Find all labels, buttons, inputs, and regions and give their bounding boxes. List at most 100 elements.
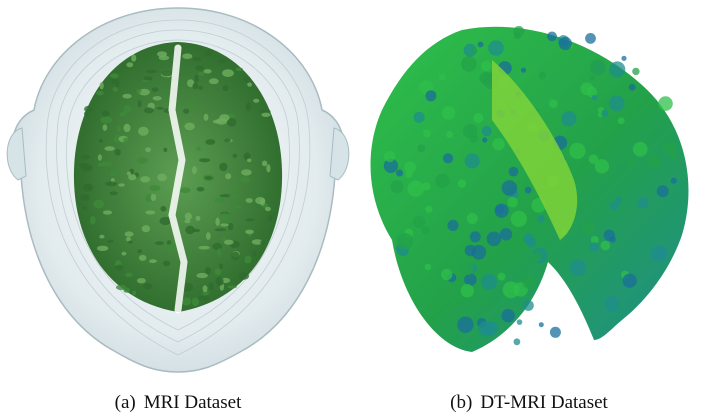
tissue-fold — [202, 285, 208, 293]
tissue-texture — [79, 49, 273, 307]
tissue-fold — [197, 72, 205, 76]
tissue-fold — [245, 198, 253, 203]
tissue-fold — [207, 49, 213, 57]
fiber-blob — [589, 75, 596, 81]
fiber-blob — [423, 129, 431, 138]
tissue-fold — [214, 228, 227, 232]
tissue-fold — [119, 111, 128, 117]
fiber-blob — [481, 60, 492, 72]
tissue-fold — [100, 116, 113, 124]
tissue-fold — [146, 69, 158, 74]
fiber-blob — [581, 221, 595, 235]
tissue-fold — [99, 82, 104, 90]
fiber-blob — [628, 83, 636, 91]
caption-a-label: (a) — [114, 392, 136, 413]
tissue-fold — [229, 193, 239, 199]
tissue-fold — [137, 249, 143, 254]
tissue-fold — [251, 239, 264, 245]
tissue-fold — [259, 109, 271, 114]
tissue-fold — [215, 276, 224, 285]
fiber-blob — [383, 158, 399, 173]
fiber-blob — [609, 61, 626, 78]
tissue-fold — [214, 198, 227, 203]
tissue-fold — [246, 158, 252, 163]
fiber-blob — [591, 94, 598, 101]
tissue-fold — [191, 297, 200, 307]
tissue-fold — [198, 85, 203, 90]
tissue-fold — [124, 231, 134, 237]
tissue-fold — [127, 240, 133, 244]
tissue-fold — [242, 76, 251, 82]
tissue-fold — [222, 85, 229, 92]
fiber-blob — [494, 203, 509, 218]
fiber-blob — [549, 99, 558, 108]
fiber-blob — [481, 126, 492, 137]
fiber-blob — [499, 228, 513, 241]
tissue-fold — [261, 160, 268, 167]
tissue-fold — [245, 218, 255, 222]
fiber-blob — [662, 140, 676, 155]
tissue-fold — [110, 171, 117, 176]
ear-left — [6, 127, 27, 181]
fiber-blob — [626, 157, 635, 166]
fiber-blob — [466, 213, 478, 224]
tissue-fold — [183, 108, 190, 114]
tissue-fold — [243, 152, 251, 161]
fiber-blob — [637, 197, 649, 209]
tissue-fold — [152, 96, 162, 101]
fiber-blob — [594, 159, 610, 174]
tissue-fold — [184, 219, 191, 224]
tissue-fold — [162, 260, 171, 267]
caption-b-label: (b) — [450, 392, 473, 413]
tissue-fold — [235, 67, 243, 72]
tissue-fold — [238, 272, 250, 280]
fiber-blob — [384, 150, 396, 163]
tissue-fold — [141, 225, 151, 233]
ear-right — [329, 127, 350, 181]
fiber-blob — [569, 142, 586, 159]
tissue-fold — [198, 245, 210, 250]
caption-b: (b) DT-MRI Dataset — [352, 392, 706, 414]
fiber-blob — [502, 281, 520, 299]
fiber-blob — [538, 322, 544, 328]
tissue-fold — [137, 100, 142, 108]
tissue-fold — [252, 250, 257, 257]
tissue-fold — [115, 264, 124, 271]
tissue-fold — [123, 123, 131, 133]
figure-dtmri: (b) DT-MRI Dataset — [352, 0, 706, 416]
fiber-blob — [516, 319, 523, 325]
tissue-fold — [82, 206, 88, 210]
tissue-fold — [144, 107, 154, 114]
tissue-fold — [183, 282, 194, 292]
tissue-fold — [104, 146, 115, 151]
tissue-fold — [227, 118, 237, 127]
tissue-fold — [109, 191, 118, 196]
mri-volume-render — [6, 7, 350, 373]
dtmri-fiber-render — [370, 26, 689, 353]
fiber-blob — [457, 316, 474, 333]
tissue-fold — [137, 278, 146, 284]
fiber-blob — [501, 309, 515, 323]
tissue-fold — [163, 147, 168, 152]
fiber-blob — [524, 186, 532, 194]
tissue-fold — [191, 166, 197, 175]
tissue-fold — [158, 55, 170, 61]
caption-a-text: MRI Dataset — [143, 392, 242, 413]
tissue-fold — [121, 251, 127, 256]
tissue-fold — [132, 290, 137, 296]
tissue-fold — [138, 126, 149, 136]
fiber-blob — [501, 180, 518, 196]
tissue-fold — [215, 217, 220, 226]
fiber-blob — [569, 259, 587, 277]
tissue-fold — [143, 76, 153, 81]
tissue-fold — [224, 239, 234, 245]
tissue-fold — [196, 146, 201, 151]
tissue-fold — [110, 79, 117, 85]
tissue-fold — [97, 154, 102, 161]
tissue-fold — [159, 216, 172, 226]
tissue-fold — [128, 174, 137, 181]
fiber-blob — [486, 231, 502, 247]
fiber-blob — [670, 177, 677, 184]
fiber-blob — [422, 182, 431, 191]
tissue-fold — [231, 251, 240, 261]
